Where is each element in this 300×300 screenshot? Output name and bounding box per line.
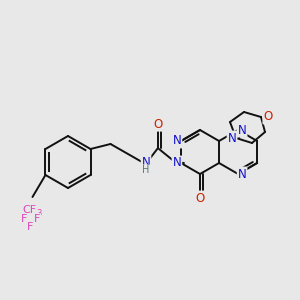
- Text: F: F: [27, 222, 34, 232]
- Text: N: N: [142, 155, 150, 169]
- Text: O: O: [153, 118, 163, 130]
- Text: N: N: [238, 124, 247, 136]
- Text: F: F: [21, 214, 28, 224]
- Text: O: O: [263, 110, 273, 124]
- Text: F: F: [34, 214, 41, 224]
- Text: CF: CF: [22, 205, 37, 215]
- Text: N: N: [172, 157, 181, 169]
- Text: O: O: [195, 191, 205, 205]
- Text: N: N: [172, 134, 181, 148]
- Text: N: N: [238, 167, 247, 181]
- Text: 3: 3: [37, 208, 42, 217]
- Text: H: H: [142, 165, 150, 175]
- Text: N: N: [228, 131, 236, 145]
